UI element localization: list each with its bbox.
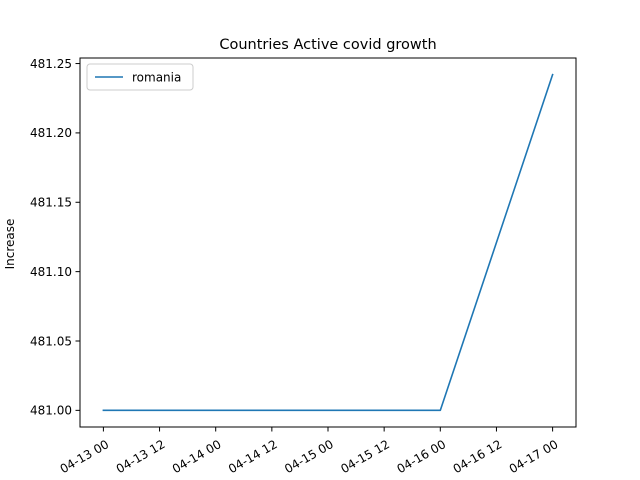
- y-tick-label: 481.25: [30, 57, 72, 71]
- y-tick-label: 481.05: [30, 334, 72, 348]
- series-line-romania: [102, 73, 554, 412]
- y-tick-label: 481.20: [30, 126, 72, 140]
- y-axis-label: Increase: [3, 219, 17, 270]
- legend: romania: [86, 63, 194, 91]
- y-tick-label: 481.10: [30, 265, 72, 279]
- legend-label-romania: romania: [132, 70, 181, 84]
- y-tick-label: 481.00: [30, 404, 72, 418]
- chart-title: Countries Active covid growth: [219, 37, 436, 53]
- legend-box: [86, 63, 194, 91]
- y-tick-label: 481.15: [30, 196, 72, 210]
- plot-frame: [79, 57, 577, 428]
